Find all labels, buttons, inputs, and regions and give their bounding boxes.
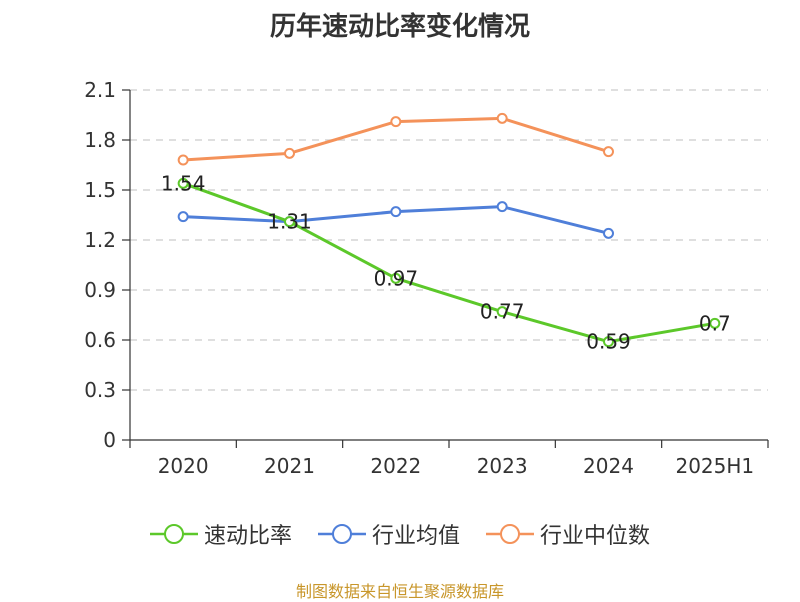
data-label: 1.31 [267,210,312,234]
data-point-quick-ratio [284,216,295,228]
data-label: 1.54 [161,171,206,195]
data-point-quick-ratio [390,272,402,284]
y-tick-label: 0.3 [84,378,116,402]
x-tick-label: 2024 [583,454,634,478]
legend-swatch-quick-ratio [149,524,198,544]
y-tick-label: 0.6 [84,328,116,352]
legend-swatch-industry-median [486,524,534,544]
data-point-industry-mean [603,227,614,239]
chart-legend: 速动比率 行业均值 行业中位数 [0,518,800,550]
y-tick-label: 2.1 [84,78,116,102]
data-source-note: 制图数据来自恒生聚源数据库 [295,582,504,601]
y-tick-label: 0.9 [84,278,116,302]
x-tick-label: 2020 [158,454,209,478]
data-point-industry-median [603,146,614,158]
legend-item-quick-ratio[interactable]: 速动比率 [149,518,292,550]
data-label: 0.97 [374,266,419,290]
data-label: 0.59 [586,330,631,354]
data-point-quick-ratio [603,336,614,348]
y-tick-label: 1.2 [84,228,116,252]
legend-label-quick-ratio: 速动比率 [203,524,292,549]
x-tick-label: 2021 [264,454,315,478]
data-point-industry-mean [390,206,402,218]
legend-item-industry-median[interactable]: 行业中位数 [486,518,650,550]
data-point-quick-ratio [709,317,721,329]
series-line-quick-ratio [182,181,716,344]
data-point-industry-median [177,154,189,166]
data-point-industry-mean [177,211,189,223]
y-tick-label: 1.5 [84,178,116,202]
data-point-quick-ratio [177,177,189,189]
chart-title: 历年速动比率变化情况 [269,12,530,42]
legend-item-industry-mean[interactable]: 行业均值 [317,518,460,550]
data-point-industry-median [390,116,402,128]
data-label: 0.7 [699,311,731,335]
x-tick-label: 2022 [370,454,421,478]
x-tick-label: 2023 [477,454,528,478]
x-tick-label: 2025H1 [675,454,754,478]
legend-swatch-industry-mean [317,524,366,544]
data-point-industry-mean [496,201,508,213]
data-point-quick-ratio [496,306,508,318]
data-point-industry-median [284,147,295,159]
data-point-industry-median [496,112,508,124]
legend-label-industry-mean: 行业均值 [371,524,460,549]
data-label: 0.77 [480,300,525,324]
y-tick-label: 1.8 [84,128,116,152]
y-tick-label: 0 [103,428,116,452]
legend-label-industry-median: 行业中位数 [540,524,651,549]
